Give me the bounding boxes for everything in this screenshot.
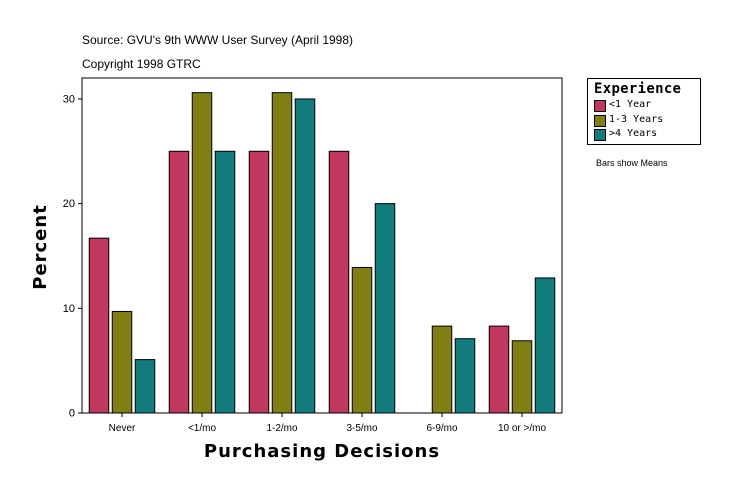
bar [488,325,510,414]
bar [111,310,133,414]
bar [248,150,270,414]
bar [191,92,213,414]
bar [328,150,350,414]
legend-label: 1-3 Years [609,114,664,125]
bar [294,98,316,414]
x-axis: Never <1/mo 1-2/mo 3-5/mo 6-9/mo 10 or >/mo [109,413,547,434]
y-axis-label: Percent [30,204,51,290]
source-caption: Source: GVU's 9th WWW User Survey (April… [82,33,354,47]
x-axis-label: Purchasing Decisions [204,441,440,462]
copyright-caption: Copyright 1998 GTRC [82,57,201,71]
x-tick-label: 3-5/mo [346,423,378,434]
bars-note: Bars show Means [596,158,668,168]
legend-swatch-icon [594,100,606,112]
bar [88,237,110,414]
y-tick-label: 30 [63,93,75,105]
bar [214,150,236,414]
legend-swatch-icon [594,115,606,127]
plot-frame [81,77,563,414]
y-tick-label: 0 [69,408,75,420]
bar [351,266,373,414]
bar [534,277,556,414]
legend: Experience <1 Year 1-3 Years >4 Years [587,78,701,145]
x-tick-label: 1-2/mo [266,423,298,434]
y-axis: 0 10 20 30 [63,93,82,420]
bar [511,340,533,414]
bars-group [88,92,556,414]
bar [134,359,156,414]
bar [454,338,476,414]
y-tick-label: 10 [63,303,75,315]
bar [271,92,293,414]
legend-swatch-icon [594,129,606,141]
legend-label: <1 Year [609,99,652,110]
legend-title: Experience [594,81,682,97]
legend-label: >4 Years [609,128,658,139]
x-tick-label: Never [109,423,136,434]
bar [168,150,190,414]
bar [431,325,453,414]
y-tick-label: 20 [63,198,75,210]
x-tick-label: 10 or >/mo [498,423,547,434]
x-tick-label: 6-9/mo [426,423,458,434]
x-tick-label: <1/mo [188,423,217,434]
bar [374,203,396,414]
